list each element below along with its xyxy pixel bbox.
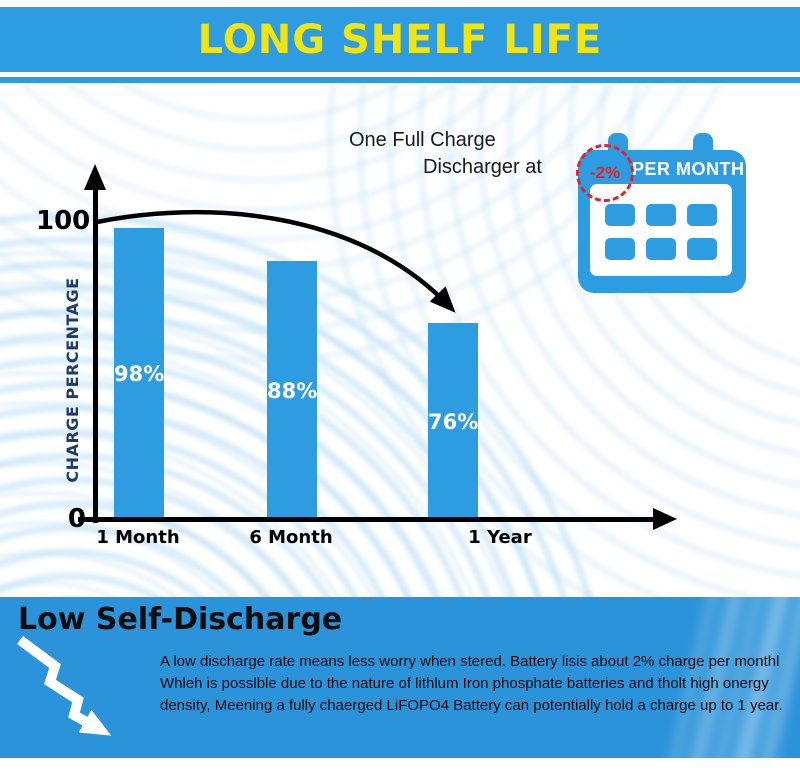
x-axis-category-label: 1 Month xyxy=(96,527,180,548)
x-axis-arrowhead-icon xyxy=(653,508,677,530)
x-axis-category-label: 1 Year xyxy=(468,527,532,548)
calendar-icon: PER MONTH -2% xyxy=(576,125,758,300)
discount-badge-label: -2% xyxy=(589,163,621,182)
footer-paragraph-line: density, Meening a fully chaerged LiFOPO… xyxy=(160,697,783,714)
zigzag-arrow-icon xyxy=(17,635,112,736)
footer-band: Low Self-Discharge A low discharge rate … xyxy=(0,597,800,758)
x-axis-category-label: 6 Month xyxy=(249,527,333,548)
bar-value-label: 98% xyxy=(114,362,165,386)
calendar-row xyxy=(605,238,717,260)
calendar-cell xyxy=(687,238,717,260)
footer-paragraph-line: Whleh is posslble due to the nature of l… xyxy=(160,675,769,692)
bar-value-label: 76% xyxy=(428,409,479,434)
calendar-row xyxy=(605,204,717,226)
bar-1-year: 76% xyxy=(428,323,478,520)
top-banner: LONG SHELF LIFE xyxy=(0,7,800,72)
decline-arrow-icon xyxy=(96,209,456,313)
accent-stripe xyxy=(0,77,800,83)
footer-paragraph-line: A low discharge rate means less worry wh… xyxy=(160,653,780,670)
y-tick-100: 100 xyxy=(36,206,91,236)
banner-title: LONG SHELF LIFE xyxy=(197,16,603,63)
calendar-cell xyxy=(605,204,635,226)
calendar-header-label: PER MONTH xyxy=(632,159,745,179)
footer-heading: Low Self-Discharge xyxy=(18,602,343,637)
y-axis-title: CHARGE PERCENTAGE xyxy=(63,277,82,483)
discount-badge: -2% xyxy=(576,144,634,202)
calendar-cell xyxy=(687,204,717,226)
calendar-cell xyxy=(605,238,635,260)
calendar-cell xyxy=(646,238,676,260)
y-tick-0: 0 xyxy=(67,504,86,534)
calendar-cell xyxy=(646,204,676,226)
y-axis-arrowhead-icon xyxy=(84,164,106,190)
bar-value-label: 88% xyxy=(267,378,318,403)
x-axis-line xyxy=(78,517,655,522)
footer-paragraph: A low discharge rate means less worry wh… xyxy=(160,651,800,717)
one-full-charge-text: One Full Charge xyxy=(349,129,496,151)
discharger-at-text: Discharger at xyxy=(423,156,542,178)
